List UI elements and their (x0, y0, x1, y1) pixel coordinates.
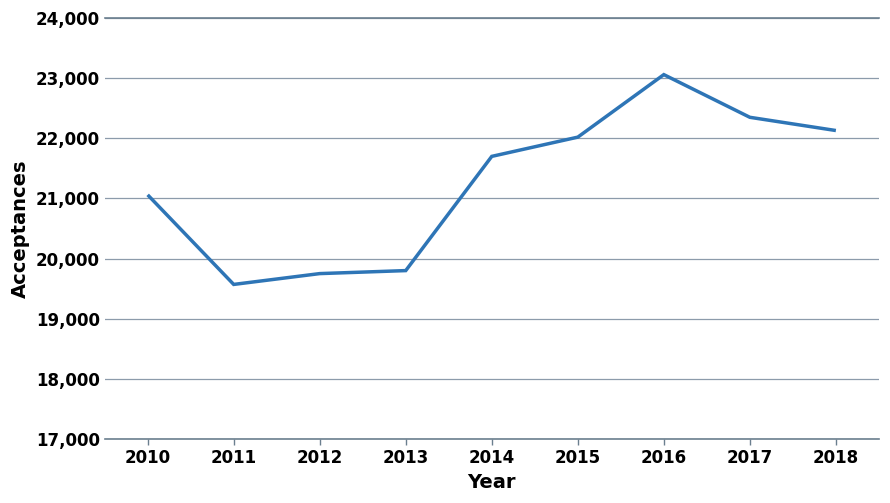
Y-axis label: Acceptances: Acceptances (11, 159, 30, 298)
X-axis label: Year: Year (467, 473, 516, 492)
